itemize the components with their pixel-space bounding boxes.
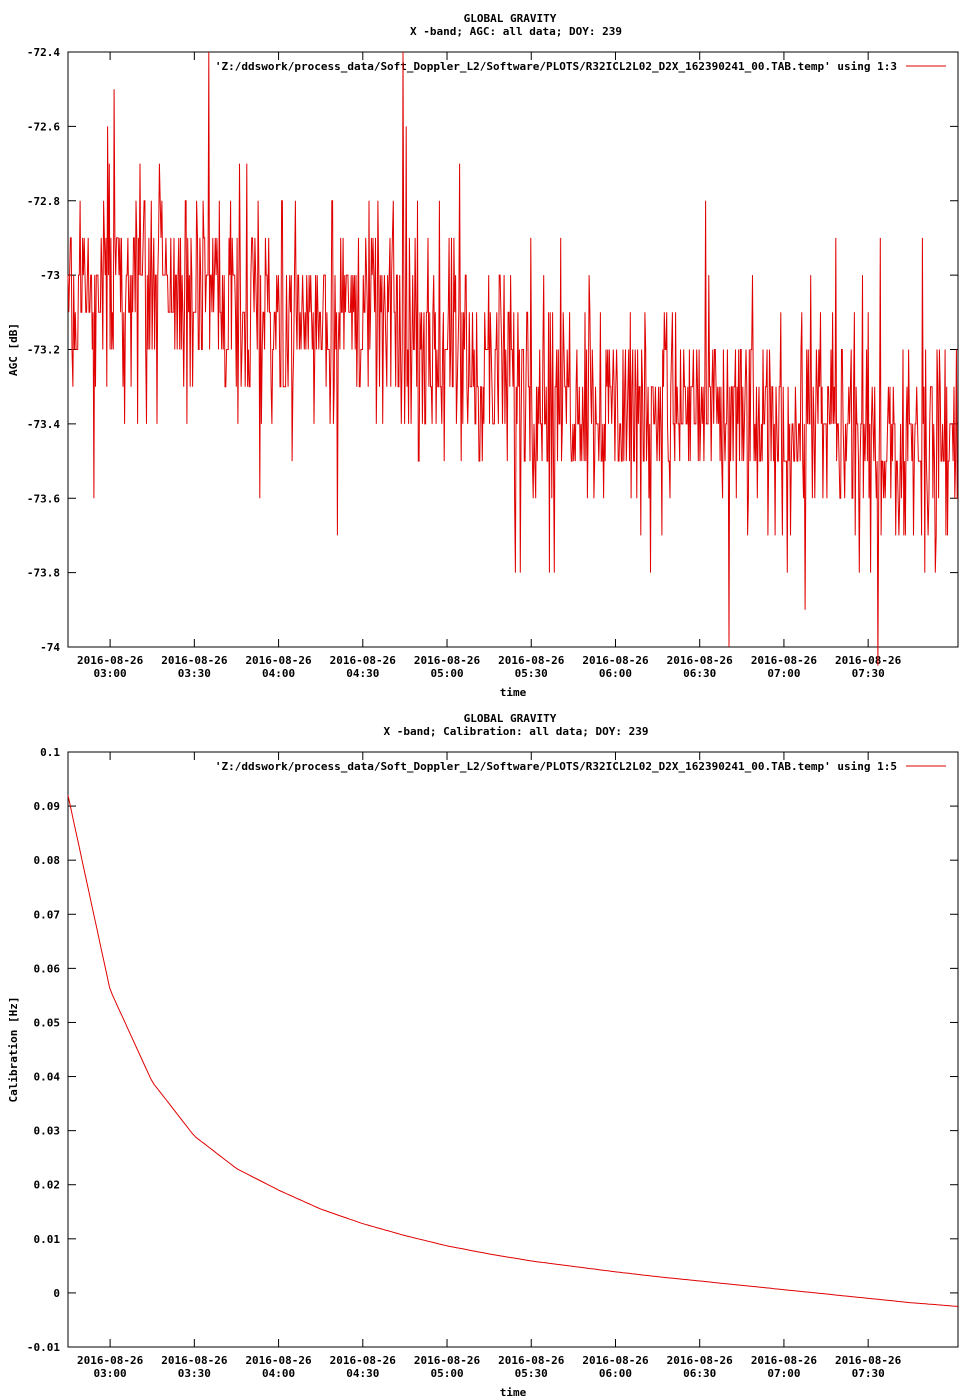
x-tick-date: 2016-08-26	[582, 654, 649, 667]
x-tick-time: 03:00	[94, 1367, 127, 1380]
series-line	[67, 795, 959, 1307]
y-tick-label: 0.1	[40, 746, 60, 759]
x-tick-time: 03:30	[178, 667, 211, 680]
y-tick-label: -73.2	[27, 344, 60, 357]
x-tick-date: 2016-08-26	[161, 1354, 228, 1367]
x-tick-date: 2016-08-26	[835, 1354, 902, 1367]
y-tick-label: 0.02	[34, 1179, 61, 1192]
chart-title: GLOBAL GRAVITY	[464, 712, 557, 725]
x-tick-date: 2016-08-26	[330, 654, 397, 667]
x-tick-time: 07:30	[852, 1367, 885, 1380]
y-tick-label: -72.8	[27, 195, 60, 208]
y-tick-label: -72.6	[27, 120, 60, 133]
x-tick-date: 2016-08-26	[245, 1354, 312, 1367]
x-tick-date: 2016-08-26	[161, 654, 228, 667]
x-tick-time: 05:00	[430, 1367, 463, 1380]
y-tick-label: 0.01	[34, 1233, 61, 1246]
x-tick-time: 03:00	[94, 667, 127, 680]
y-tick-label: 0	[53, 1287, 60, 1300]
x-tick-time: 07:00	[767, 667, 800, 680]
x-tick-date: 2016-08-26	[77, 654, 144, 667]
y-tick-label: 0.04	[34, 1071, 61, 1084]
plot-frame	[67, 751, 959, 1348]
y-tick-label: -74	[40, 641, 60, 654]
chart-subtitle: X -band; AGC: all data; DOY: 239	[410, 25, 622, 38]
x-tick-time: 03:30	[178, 1367, 211, 1380]
x-tick-date: 2016-08-26	[751, 1354, 818, 1367]
x-tick-time: 07:30	[852, 667, 885, 680]
y-tick-label: 0.08	[34, 854, 61, 867]
legend-label: 'Z:/ddswork/process_data/Soft_Doppler_L2…	[215, 760, 897, 773]
series-line	[67, 51, 958, 666]
x-tick-time: 06:00	[599, 667, 632, 680]
x-tick-date: 2016-08-26	[330, 1354, 397, 1367]
x-tick-date: 2016-08-26	[667, 1354, 734, 1367]
x-axis-label: time	[500, 1386, 527, 1399]
y-tick-label: 0.03	[34, 1125, 61, 1138]
x-tick-time: 05:30	[515, 667, 548, 680]
x-tick-time: 04:30	[346, 667, 379, 680]
y-tick-label: 0.05	[34, 1016, 61, 1029]
y-tick-label: -0.01	[27, 1341, 60, 1354]
x-tick-date: 2016-08-26	[751, 654, 818, 667]
x-axis-label: time	[500, 686, 527, 699]
legend-label: 'Z:/ddswork/process_data/Soft_Doppler_L2…	[215, 60, 897, 73]
x-tick-date: 2016-08-26	[582, 1354, 649, 1367]
y-tick-label: -73.4	[27, 418, 60, 431]
y-tick-label: -72.4	[27, 46, 60, 59]
y-tick-label: -73	[40, 269, 60, 282]
y-tick-label: 0.07	[34, 908, 61, 921]
x-tick-date: 2016-08-26	[414, 1354, 481, 1367]
y-tick-label: 0.09	[34, 800, 61, 813]
x-tick-time: 06:30	[683, 1367, 716, 1380]
x-tick-time: 06:00	[599, 1367, 632, 1380]
x-tick-time: 05:30	[515, 1367, 548, 1380]
y-axis-label: Calibration [Hz]	[7, 997, 20, 1103]
x-tick-date: 2016-08-26	[77, 1354, 144, 1367]
x-tick-time: 05:00	[430, 667, 463, 680]
x-tick-date: 2016-08-26	[835, 654, 902, 667]
x-tick-date: 2016-08-26	[245, 654, 312, 667]
x-tick-date: 2016-08-26	[498, 1354, 565, 1367]
x-tick-time: 04:00	[262, 1367, 295, 1380]
chart-subtitle: X -band; Calibration: all data; DOY: 239	[384, 725, 649, 738]
y-tick-label: -73.8	[27, 567, 60, 580]
x-tick-time: 04:00	[262, 667, 295, 680]
chart-title: GLOBAL GRAVITY	[464, 12, 557, 25]
x-tick-date: 2016-08-26	[498, 654, 565, 667]
x-tick-time: 07:00	[767, 1367, 800, 1380]
y-axis-label: AGC [dB]	[7, 323, 20, 376]
x-tick-date: 2016-08-26	[414, 654, 481, 667]
x-tick-date: 2016-08-26	[667, 654, 734, 667]
x-tick-time: 04:30	[346, 1367, 379, 1380]
y-tick-label: -73.6	[27, 492, 60, 505]
y-tick-label: 0.06	[34, 962, 61, 975]
x-tick-time: 06:30	[683, 667, 716, 680]
